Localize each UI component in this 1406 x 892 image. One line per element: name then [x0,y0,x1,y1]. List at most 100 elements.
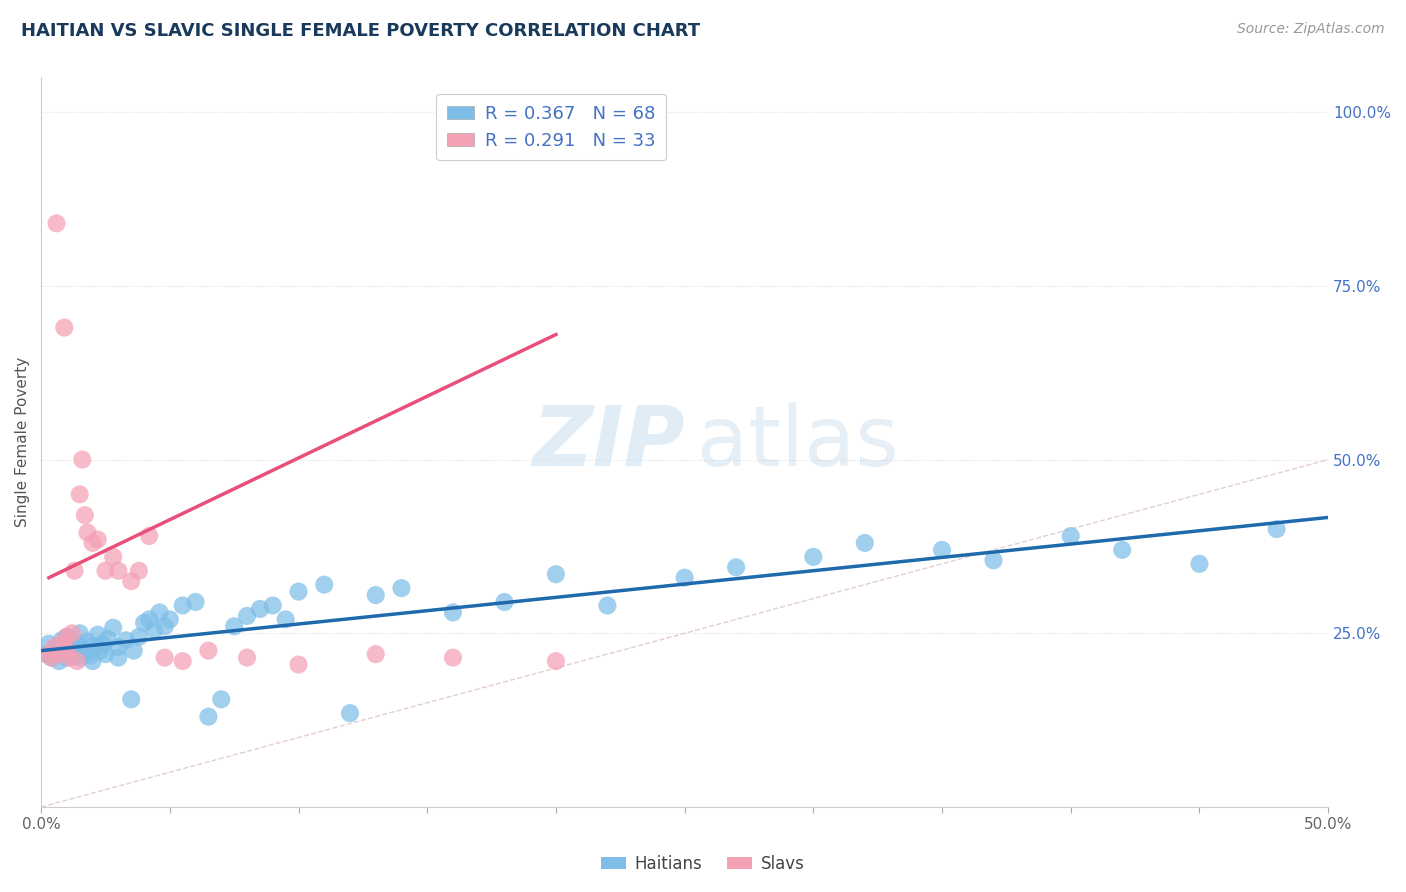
Point [72,641,94,656]
Point [87,628,110,642]
Point [82,639,104,653]
Point [48,654,70,668]
Point [1265,522,1288,536]
Point [87,533,110,547]
Point [391,581,413,595]
Point [66,654,89,668]
Point [58,650,80,665]
Point [314,577,336,591]
Point [38,637,60,651]
Text: HAITIAN VS SLAVIC SINGLE FEMALE POVERTY CORRELATION CHART: HAITIAN VS SLAVIC SINGLE FEMALE POVERTY … [21,22,700,40]
Point [72,452,94,467]
Point [69,626,91,640]
Point [249,602,271,616]
Point [48,647,70,661]
Point [441,606,464,620]
Legend: R = 0.367   N = 68, R = 0.291   N = 33: R = 0.367 N = 68, R = 0.291 N = 33 [436,94,666,161]
Point [138,612,160,626]
Point [725,560,748,574]
Point [544,567,567,582]
Point [42,640,65,655]
Point [274,612,297,626]
Point [132,615,155,630]
Point [364,647,387,661]
Point [115,633,138,648]
Point [60,640,83,655]
Point [172,599,194,613]
Point [128,564,150,578]
Point [56,650,79,665]
Point [120,574,142,589]
Point [287,584,309,599]
Point [494,595,516,609]
Point [1188,557,1211,571]
Point [35,647,58,661]
Point [107,640,129,655]
Point [224,619,246,633]
Point [801,549,824,564]
Point [56,630,79,644]
Point [596,599,619,613]
Legend: Haitians, Slavs: Haitians, Slavs [595,848,811,880]
Point [159,612,181,626]
Point [1060,529,1083,543]
Point [79,648,101,663]
Point [1111,542,1133,557]
Point [339,706,361,721]
Y-axis label: Single Female Poverty: Single Female Poverty [15,357,30,527]
Point [41,650,63,665]
Point [58,643,80,657]
Point [103,621,125,635]
Point [441,650,464,665]
Point [103,549,125,564]
Point [53,647,76,661]
Text: ZIP: ZIP [531,401,685,483]
Point [673,571,696,585]
Point [94,647,117,661]
Point [184,595,207,609]
Point [97,632,120,646]
Point [122,643,145,657]
Text: Source: ZipAtlas.com: Source: ZipAtlas.com [1237,22,1385,37]
Point [51,633,73,648]
Point [76,525,98,540]
Point [73,646,96,660]
Point [236,608,259,623]
Point [60,626,83,640]
Point [56,643,79,657]
Point [138,529,160,543]
Point [236,650,259,665]
Point [53,320,76,334]
Point [120,692,142,706]
Point [42,643,65,657]
Point [197,709,219,723]
Point [107,650,129,665]
Point [82,654,104,668]
Point [69,650,91,665]
Point [69,487,91,501]
Text: atlas: atlas [697,401,900,483]
Point [262,599,284,613]
Point [107,564,129,578]
Point [56,630,79,644]
Point [853,536,876,550]
Point [63,564,86,578]
Point [66,637,89,651]
Point [45,216,67,230]
Point [287,657,309,672]
Point [148,606,170,620]
Point [38,647,60,661]
Point [76,634,98,648]
Point [153,650,176,665]
Point [73,508,96,523]
Point [51,637,73,651]
Point [544,654,567,668]
Point [82,536,104,550]
Point [45,640,67,655]
Point [172,654,194,668]
Point [143,623,166,637]
Point [153,619,176,633]
Point [364,588,387,602]
Point [931,542,953,557]
Point [128,630,150,644]
